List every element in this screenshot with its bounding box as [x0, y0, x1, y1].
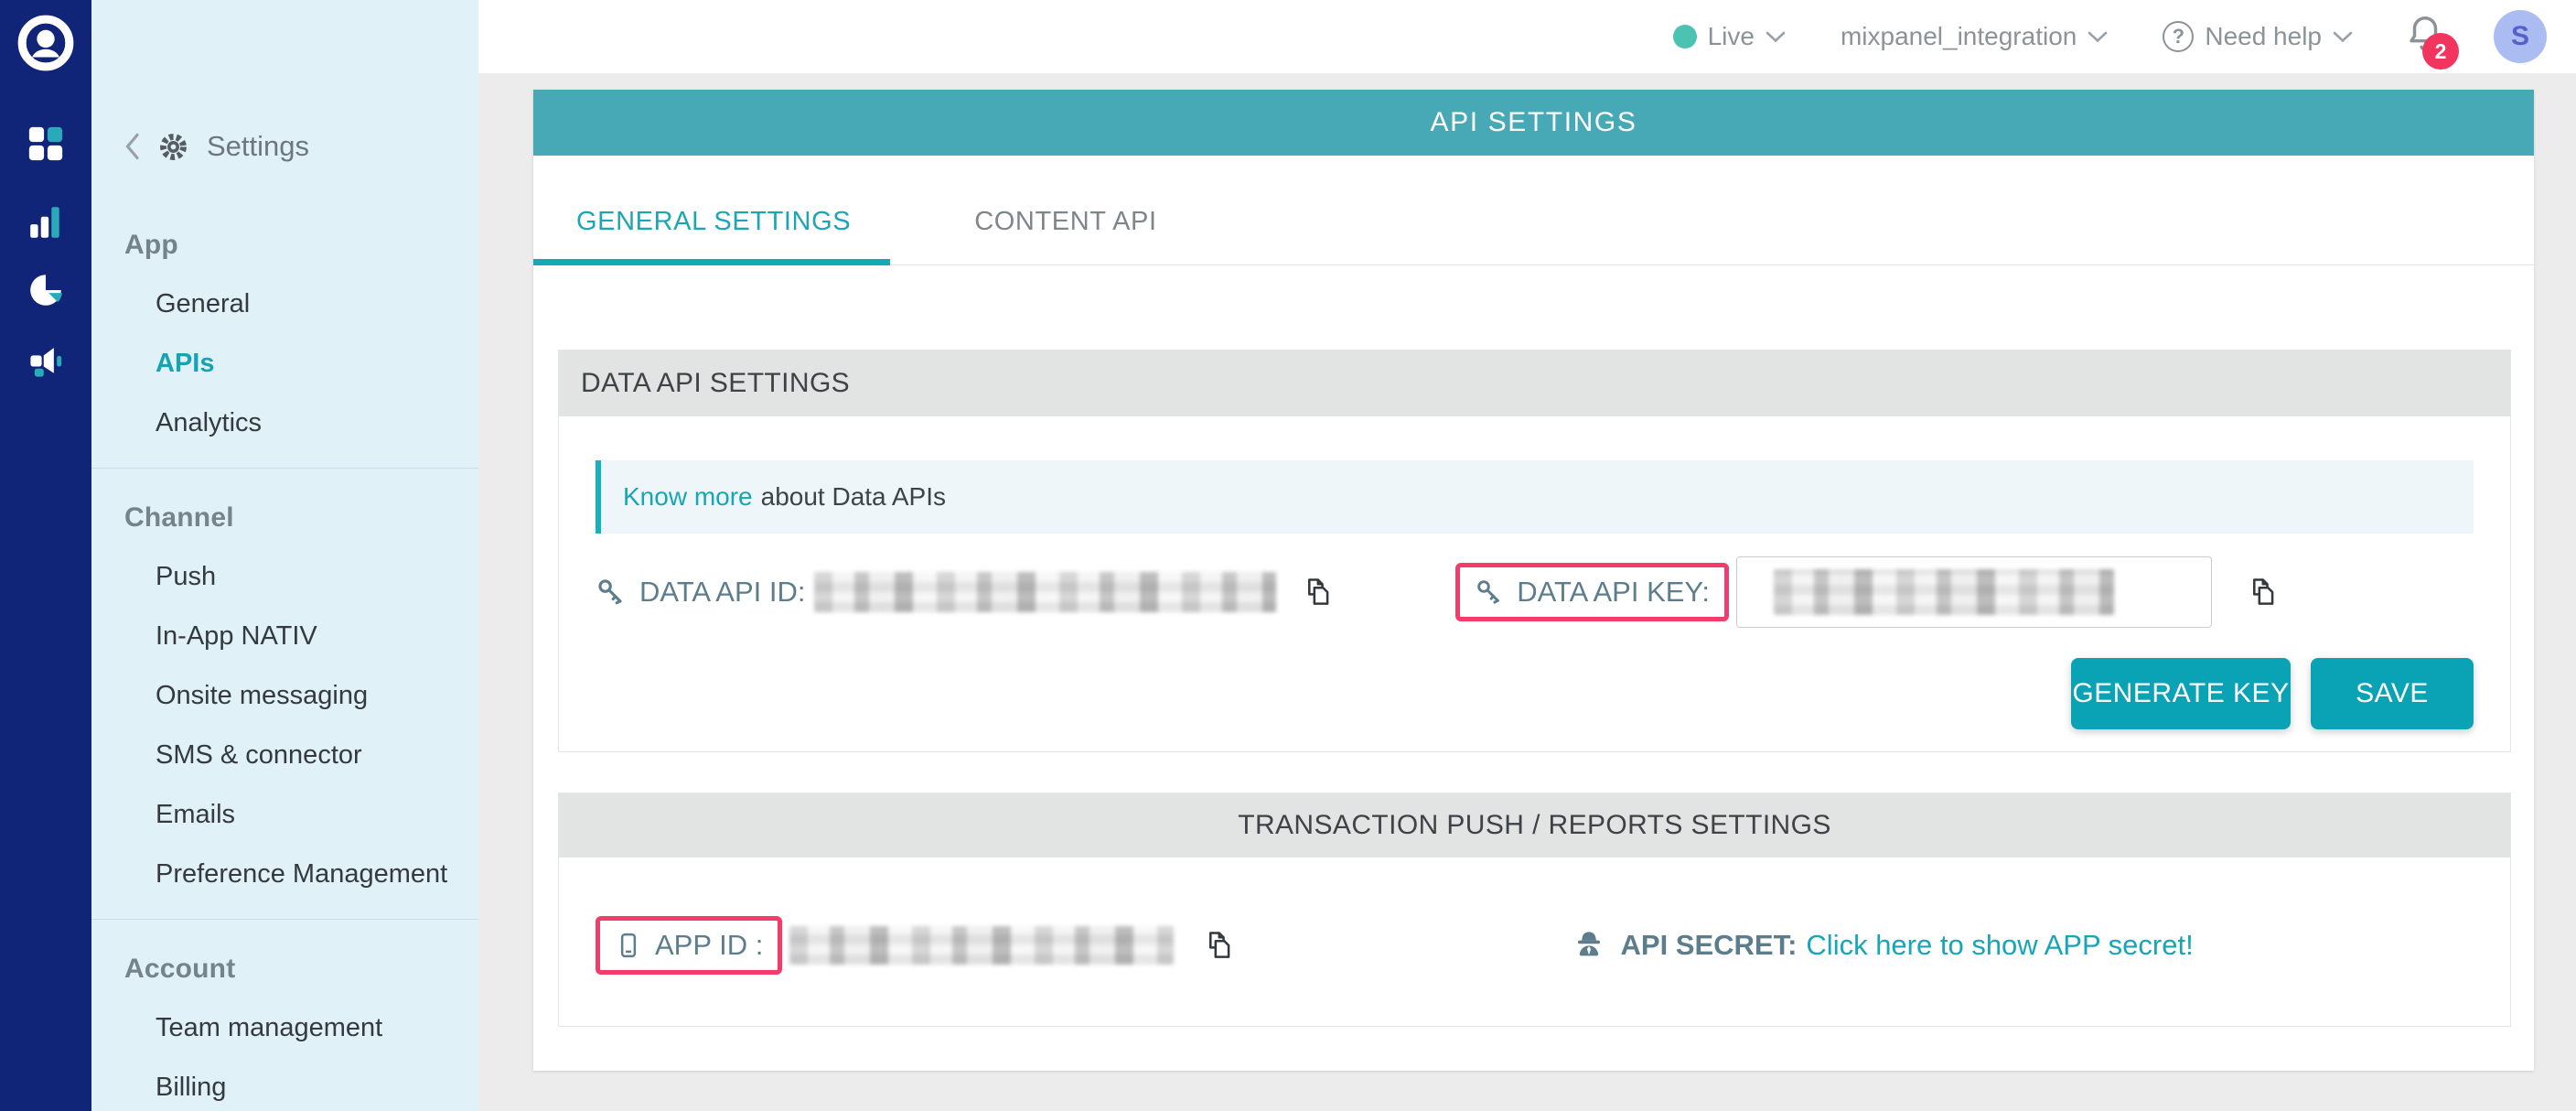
main-area: Live mixpanel_integration ? Need help	[478, 0, 2576, 1111]
sidebar-item-sms-connector[interactable]: SMS & connector	[156, 740, 362, 770]
sidebar-item-onsite-messaging[interactable]: Onsite messaging	[156, 681, 369, 710]
live-status-dot	[1672, 25, 1697, 49]
user-avatar[interactable]: S	[2494, 10, 2547, 63]
nav-heading-channel: Channel	[124, 502, 234, 533]
know-more-banner: Know more about Data APIs	[596, 460, 2474, 534]
data-api-row: DATA API ID:	[596, 556, 2474, 629]
sidebar-item-analytics[interactable]: Analytics	[156, 408, 263, 437]
api-secret-label: API SECRET:	[1620, 929, 1798, 961]
data-api-settings-section: DATA API SETTINGS Know more about Data A…	[558, 350, 2511, 752]
notification-badge: 2	[2422, 33, 2459, 70]
need-help-label: Need help	[2205, 22, 2322, 50]
api-settings-card: API SETTINGS GENERAL SETTINGS CONTENT AP…	[533, 90, 2534, 1071]
nav-heading-app: App	[124, 230, 178, 260]
save-button[interactable]: SAVE	[2311, 658, 2474, 729]
settings-sidebar: Settings App General APIs Analytics Chan…	[91, 0, 478, 1111]
spy-icon	[1572, 928, 1606, 963]
sidebar-item-push[interactable]: Push	[156, 562, 217, 591]
nav-section-channel: Channel Push In-App NATIV Onsite messagi…	[91, 468, 478, 919]
chevron-down-icon	[1766, 31, 1786, 43]
data-api-id-group: DATA API ID:	[596, 572, 1335, 612]
sidebar-item-apis[interactable]: APIs	[156, 349, 215, 378]
icon-rail	[0, 0, 91, 1111]
tab-general-settings[interactable]: GENERAL SETTINGS	[533, 207, 891, 265]
transaction-settings-section: TRANSACTION PUSH / REPORTS SETTINGS	[558, 793, 2511, 1027]
nav-section-app: App General APIs Analytics	[91, 216, 478, 468]
sidebar-title: Settings	[207, 130, 310, 162]
show-app-secret-link[interactable]: Click here to show APP secret!	[1806, 929, 2194, 961]
data-api-key-value-redacted	[1774, 569, 2114, 615]
data-api-id-label: DATA API ID:	[639, 576, 806, 608]
dashboard-grid-icon[interactable]	[27, 124, 65, 163]
gear-icon	[158, 132, 188, 162]
data-api-key-input[interactable]	[1736, 556, 2212, 628]
sidebar-item-in-app-nativ[interactable]: In-App NATIV	[156, 621, 317, 651]
chevron-down-icon	[2088, 31, 2108, 43]
data-api-id-value-redacted	[814, 572, 1277, 612]
settings-nav: App General APIs Analytics Channel Push …	[91, 216, 478, 1111]
copy-data-api-id-icon[interactable]	[1300, 575, 1335, 609]
banner-text: about Data APIs	[760, 482, 946, 511]
key-icon	[1475, 577, 1504, 607]
project-name: mixpanel_integration	[1840, 22, 2077, 50]
page-title: API SETTINGS	[533, 90, 2534, 156]
data-api-settings-body: Know more about Data APIs	[559, 416, 2510, 751]
sidebar-item-billing[interactable]: Billing	[156, 1073, 227, 1102]
question-circle-icon: ?	[2163, 21, 2195, 52]
sidebar-item-general[interactable]: General	[156, 289, 251, 318]
bar-chart-icon[interactable]	[27, 203, 65, 242]
nav-section-account: Account Team management Billing	[91, 919, 478, 1111]
settings-sidebar-header: Settings	[91, 0, 478, 163]
generate-key-button[interactable]: GENERATE KEY	[2071, 658, 2291, 729]
nav-heading-account: Account	[124, 954, 236, 984]
sidebar-item-preference-management[interactable]: Preference Management	[156, 859, 448, 889]
data-api-settings-heading: DATA API SETTINGS	[559, 351, 2510, 416]
environment-dropdown[interactable]: Live	[1672, 22, 1786, 51]
data-api-key-label: DATA API KEY:	[1517, 576, 1710, 608]
transaction-row: APP ID :	[596, 909, 2474, 982]
app-id-value-redacted	[789, 926, 1175, 965]
app-id-label: APP ID :	[655, 929, 764, 961]
data-api-key-highlight-box: DATA API KEY:	[1455, 563, 1729, 621]
key-icon	[596, 577, 627, 608]
need-help-dropdown[interactable]: ? Need help	[2163, 21, 2353, 52]
app-id-highlight-box: APP ID :	[596, 916, 783, 975]
topbar: Live mixpanel_integration ? Need help	[478, 0, 2576, 73]
smartphone-icon	[615, 932, 642, 959]
sidebar-item-team-management[interactable]: Team management	[156, 1013, 383, 1042]
tab-bar: GENERAL SETTINGS CONTENT API	[533, 156, 2534, 265]
api-secret-group: API SECRET: Click here to show APP secre…	[1535, 928, 2474, 963]
app-id-group: APP ID :	[596, 916, 1535, 975]
environment-label: Live	[1707, 22, 1755, 50]
chevron-down-icon	[2333, 31, 2353, 43]
project-dropdown[interactable]: mixpanel_integration	[1841, 22, 2108, 51]
sidebar-item-emails[interactable]: Emails	[156, 800, 236, 829]
card-body: DATA API SETTINGS Know more about Data A…	[533, 265, 2534, 1027]
know-more-link[interactable]: Know more	[623, 482, 753, 511]
transaction-settings-body: APP ID :	[559, 858, 2510, 1026]
data-api-buttons: GENERATE KEY SAVE	[596, 658, 2474, 729]
notifications-bell[interactable]: 2	[2404, 13, 2459, 70]
megaphone-icon[interactable]	[27, 342, 65, 381]
transaction-settings-heading: TRANSACTION PUSH / REPORTS SETTINGS	[559, 793, 2510, 858]
back-chevron-icon[interactable]	[124, 133, 140, 160]
copy-app-id-icon[interactable]	[1201, 928, 1236, 963]
pie-chart-icon[interactable]	[27, 271, 65, 309]
netcore-logo-icon[interactable]	[17, 15, 74, 71]
tab-content-api[interactable]: CONTENT API	[974, 207, 1157, 236]
data-api-key-group: DATA API KEY:	[1455, 556, 2280, 628]
copy-data-api-key-icon[interactable]	[2245, 575, 2280, 609]
